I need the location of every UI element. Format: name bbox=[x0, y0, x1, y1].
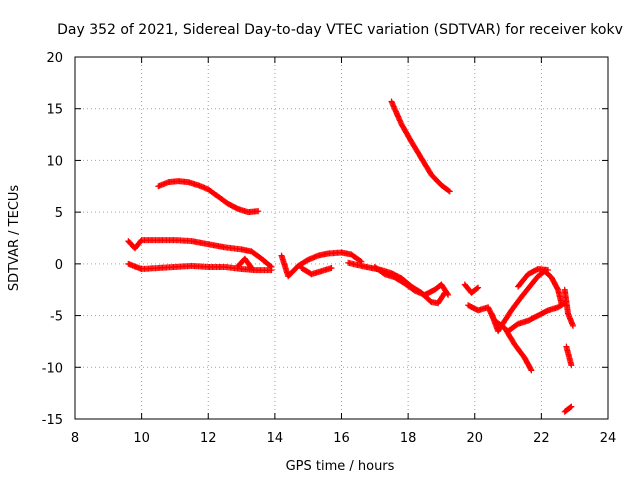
plot-frame bbox=[74, 56, 609, 420]
y-tick-label: -5 bbox=[50, 310, 63, 325]
data-point-arc-j bbox=[475, 284, 482, 291]
y-tick-label: -10 bbox=[42, 361, 63, 376]
data-point-arc-g bbox=[328, 264, 335, 271]
x-tick-label: 20 bbox=[466, 431, 483, 446]
data-point-arc-q bbox=[567, 404, 574, 411]
y-tick-label: 5 bbox=[55, 206, 63, 221]
x-tick-label: 8 bbox=[71, 431, 79, 446]
data-point-arc-o bbox=[570, 322, 577, 329]
x-tick-label: 22 bbox=[533, 431, 550, 446]
x-tick-label: 24 bbox=[600, 431, 617, 446]
x-tick-label: 14 bbox=[267, 431, 284, 446]
x-tick-label: 16 bbox=[333, 431, 350, 446]
y-tick-label: 15 bbox=[46, 103, 63, 118]
x-tick-label: 12 bbox=[200, 431, 217, 446]
x-tick-label: 18 bbox=[400, 431, 417, 446]
data-point-arc-e bbox=[248, 264, 255, 271]
data-point-arc-b bbox=[446, 188, 453, 195]
y-tick-label: 20 bbox=[46, 51, 63, 66]
y-tick-label: 10 bbox=[46, 154, 63, 169]
data-point-arc-e bbox=[247, 264, 254, 270]
chart-title: Day 352 of 2021, Sidereal Day-to-day VTE… bbox=[57, 22, 623, 38]
data-point-arc-b bbox=[445, 187, 452, 194]
data-point-arc-i bbox=[444, 290, 451, 297]
data-point-arc-a bbox=[255, 208, 262, 215]
data-point-arc-i bbox=[445, 291, 452, 298]
data-point-arc-j bbox=[474, 285, 481, 292]
x-axis-label: GPS time / hours bbox=[286, 459, 395, 474]
data-point-arc-p bbox=[568, 362, 575, 369]
gridlines bbox=[75, 57, 608, 419]
data-points bbox=[125, 98, 577, 415]
data-point-arc-n bbox=[545, 267, 552, 274]
y-tick-label: 0 bbox=[55, 258, 63, 273]
data-point-arc-d bbox=[268, 267, 275, 274]
y-axis-label: SDTVAR / TECUs bbox=[7, 185, 22, 292]
data-point-arc-q bbox=[568, 403, 575, 410]
x-tick-label: 10 bbox=[133, 431, 150, 446]
data-point-arc-k bbox=[528, 367, 535, 374]
y-tick-label: -15 bbox=[42, 413, 63, 428]
axis-ticks: 8 10 12 14 16 18 20 22 24 20 15 10 5 0 -5 -10 -15 bbox=[42, 51, 617, 446]
